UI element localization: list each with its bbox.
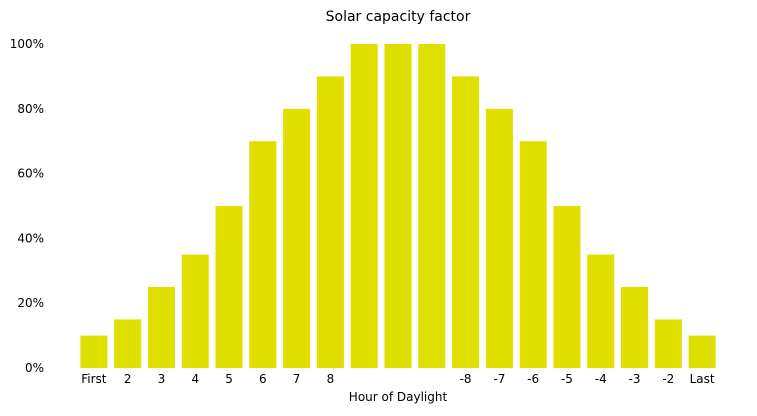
x-tick-label: -6 bbox=[527, 372, 539, 386]
bar bbox=[147, 287, 175, 368]
bar bbox=[654, 319, 682, 368]
bar bbox=[80, 335, 108, 368]
bar bbox=[587, 254, 615, 368]
x-tick-label: 6 bbox=[259, 372, 267, 386]
x-tick-label: -8 bbox=[460, 372, 472, 386]
x-axis-label: Hour of Daylight bbox=[349, 390, 448, 404]
bar bbox=[181, 254, 209, 368]
bar bbox=[688, 335, 716, 368]
chart-title: Solar capacity factor bbox=[326, 9, 471, 25]
x-axis: First 2 3 4 5 6 7 8 -8 -7 -6 -5 -4 -3 -2 Last bbox=[81, 372, 715, 386]
x-tick-label: 4 bbox=[191, 372, 199, 386]
x-tick-label: 3 bbox=[158, 372, 166, 386]
x-tick-label: 7 bbox=[293, 372, 301, 386]
bar bbox=[283, 108, 311, 369]
x-tick-label: -3 bbox=[629, 372, 641, 386]
bar bbox=[621, 287, 649, 368]
x-tick-label: -5 bbox=[561, 372, 573, 386]
bar bbox=[553, 206, 581, 368]
bar bbox=[316, 76, 344, 369]
y-tick-label: 100% bbox=[10, 37, 44, 51]
x-tick-label: 2 bbox=[124, 372, 132, 386]
bar bbox=[350, 44, 378, 368]
bar bbox=[384, 44, 412, 368]
x-tick-label: -7 bbox=[493, 372, 505, 386]
x-tick-label: 5 bbox=[225, 372, 233, 386]
bar bbox=[215, 206, 243, 368]
x-tick-label: -2 bbox=[662, 372, 674, 386]
bar bbox=[485, 108, 513, 369]
x-tick-label: -4 bbox=[595, 372, 607, 386]
y-axis: 0% 20% 40% 60% 80% 100% bbox=[10, 37, 44, 375]
bar bbox=[249, 141, 277, 368]
y-tick-label: 20% bbox=[17, 296, 44, 310]
x-tick-label: 8 bbox=[327, 372, 335, 386]
y-tick-label: 40% bbox=[17, 231, 44, 245]
y-tick-label: 0% bbox=[25, 361, 44, 375]
bar bbox=[418, 44, 446, 368]
y-tick-label: 60% bbox=[17, 167, 44, 181]
bars-group bbox=[80, 44, 716, 369]
x-tick-label: Last bbox=[690, 372, 715, 386]
y-tick-label: 80% bbox=[17, 102, 44, 116]
x-tick-label: First bbox=[81, 372, 107, 386]
bar bbox=[114, 319, 142, 368]
bar bbox=[452, 76, 480, 369]
bar bbox=[519, 141, 547, 368]
